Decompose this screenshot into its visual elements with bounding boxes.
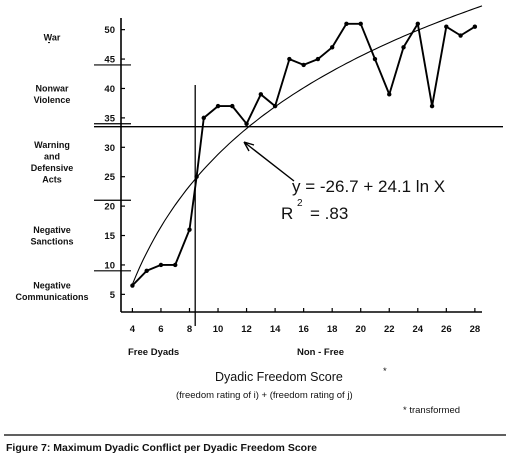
- fit-curve-layer: [131, 5, 483, 285]
- reference-lines: [94, 85, 503, 326]
- data-point: [158, 262, 164, 268]
- figure-caption: Figure 7: Maximum Dyadic Conflict per Dy…: [6, 442, 317, 454]
- x-tick-label: 18: [327, 324, 338, 335]
- x-tick-label: 16: [298, 324, 309, 335]
- x-tick-label: 10: [213, 324, 224, 335]
- footnote: * transformed: [403, 405, 460, 416]
- r-squared-label: R: [281, 204, 293, 223]
- y-tick-label: 15: [104, 231, 115, 242]
- fit-equation: y = -26.7 + 24.1 ln X: [292, 177, 445, 196]
- fit-curve: [131, 5, 483, 285]
- x-group-label-nonfree: Non - Free: [297, 347, 344, 358]
- data-point: [429, 103, 435, 109]
- x-tick-label: 8: [187, 324, 192, 335]
- y-tick-label: 10: [104, 260, 115, 271]
- data-point: [201, 115, 206, 121]
- y-tick-label: 50: [104, 25, 115, 36]
- category-label: Warning: [34, 140, 70, 150]
- x-tick-label: 6: [158, 324, 163, 335]
- category-label: Defensive: [31, 163, 74, 173]
- y-tick-label: 25: [104, 172, 115, 183]
- data-point: [287, 56, 292, 62]
- data-point: [272, 103, 278, 109]
- y-tick-label: 40: [104, 84, 115, 95]
- data-point: [329, 45, 335, 50]
- category-label: Communications: [15, 292, 88, 302]
- y-tick-label: 45: [104, 55, 115, 66]
- data-point: [458, 33, 463, 38]
- category-label: and: [44, 151, 60, 161]
- data-point: [173, 262, 178, 268]
- x-tick-label: 20: [355, 324, 366, 335]
- y-tick-label: 35: [104, 113, 115, 124]
- data-point: [301, 62, 306, 68]
- x-group-label-free: Free Dyads: [128, 347, 179, 358]
- category-label: Violence: [34, 95, 71, 105]
- category-label: Nonwar: [35, 84, 69, 94]
- y-tick-label: 5: [110, 290, 116, 301]
- data-point: [187, 227, 192, 232]
- data-point: [244, 121, 249, 126]
- annotation-arrow: [243, 141, 295, 182]
- data-point: [358, 21, 363, 26]
- x-tick-label: 12: [241, 324, 252, 335]
- axes: 5 10 15 20 25 30 35 40 45 50 4 6 8 10 12 14 16 18 20 22 24 26…: [104, 18, 482, 358]
- category-label: Negative: [33, 281, 71, 291]
- x-tick-label: 26: [441, 324, 452, 335]
- data-point: [444, 24, 449, 29]
- data-point: [472, 24, 478, 29]
- x-tick-label: 4: [130, 324, 136, 335]
- x-tick-label: 22: [384, 324, 395, 335]
- data-point: [215, 103, 221, 109]
- x-tick-label: 24: [413, 324, 424, 335]
- data-point: [415, 21, 420, 26]
- data-point: [372, 56, 378, 62]
- category-label: Negative: [33, 225, 71, 235]
- category-label: War: [44, 32, 61, 42]
- x-axis-sublabel: (freedom rating of i) + (freedom rating …: [176, 390, 353, 401]
- data-series: [130, 21, 478, 288]
- data-point: [230, 103, 235, 109]
- x-tick-label: 28: [470, 324, 481, 335]
- data-point: [401, 45, 406, 50]
- y-tick-label: 30: [104, 143, 115, 154]
- data-point: [130, 283, 135, 288]
- category-label: Acts: [42, 174, 62, 184]
- r-squared-value: = .83: [310, 204, 348, 223]
- series-line: [131, 22, 476, 287]
- data-point: [258, 92, 264, 97]
- data-point: [315, 56, 321, 62]
- data-point: [344, 21, 349, 26]
- x-tick-label: 14: [270, 324, 281, 335]
- data-point: [194, 174, 199, 179]
- data-point: [387, 92, 392, 97]
- data-point: [144, 268, 149, 274]
- x-axis-label-asterisk: *: [383, 366, 387, 377]
- y-tick-label: 20: [104, 202, 115, 213]
- r-squared-exponent: 2: [297, 198, 303, 209]
- x-axis-label: Dyadic Freedom Score: [215, 370, 343, 384]
- category-label: Sanctions: [30, 236, 73, 246]
